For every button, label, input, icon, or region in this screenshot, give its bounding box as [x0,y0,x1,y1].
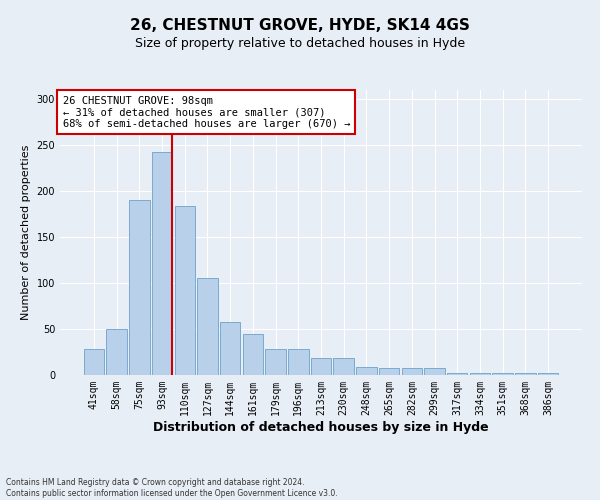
Text: Contains HM Land Registry data © Crown copyright and database right 2024.
Contai: Contains HM Land Registry data © Crown c… [6,478,338,498]
Bar [334,358,354,375]
Bar [152,152,172,375]
Bar [447,373,467,375]
Bar [515,373,536,375]
Bar [538,373,558,375]
Bar [356,366,377,375]
Bar [175,206,195,375]
Bar [470,373,490,375]
Bar [288,350,308,375]
Text: 26 CHESTNUT GROVE: 98sqm
← 31% of detached houses are smaller (307)
68% of semi-: 26 CHESTNUT GROVE: 98sqm ← 31% of detach… [62,96,350,129]
Bar [265,350,286,375]
Y-axis label: Number of detached properties: Number of detached properties [21,145,31,320]
Bar [129,200,149,375]
Bar [84,350,104,375]
Text: 26, CHESTNUT GROVE, HYDE, SK14 4GS: 26, CHESTNUT GROVE, HYDE, SK14 4GS [130,18,470,32]
Bar [401,368,422,375]
Bar [220,322,241,375]
Bar [379,368,400,375]
X-axis label: Distribution of detached houses by size in Hyde: Distribution of detached houses by size … [153,420,489,434]
Bar [493,373,513,375]
Bar [242,334,263,375]
Text: Size of property relative to detached houses in Hyde: Size of property relative to detached ho… [135,38,465,51]
Bar [311,358,331,375]
Bar [106,329,127,375]
Bar [424,368,445,375]
Bar [197,278,218,375]
